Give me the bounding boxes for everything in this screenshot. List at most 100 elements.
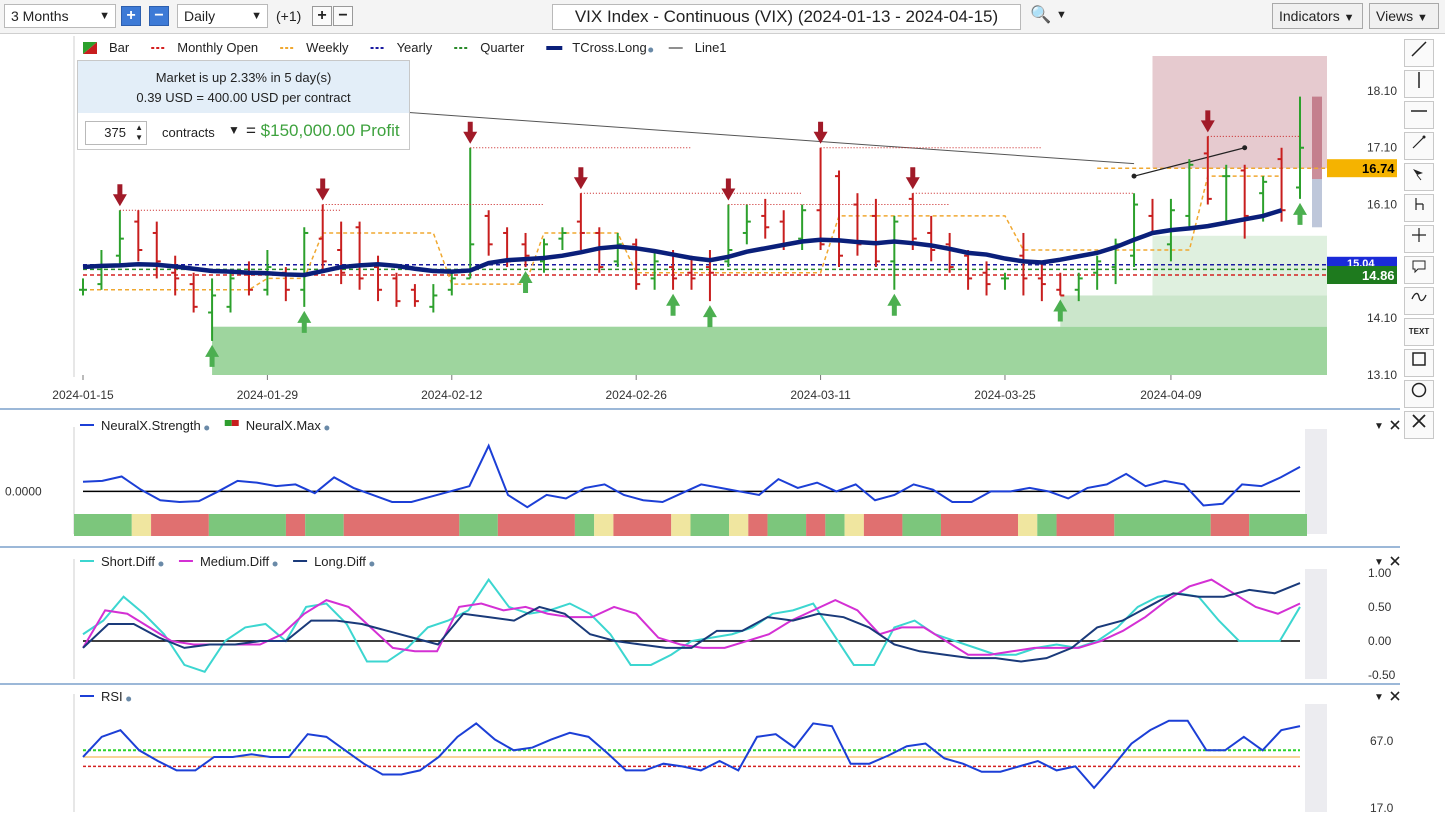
indicators-button[interactable]: Indicators ▼ (1272, 3, 1363, 29)
settings-dot-icon (126, 696, 132, 702)
price-axis-label: 14.10 (1367, 311, 1397, 325)
neural-max-segment (729, 514, 749, 536)
buy-signal-arrow (518, 271, 533, 294)
buy-signal-arrow (1053, 299, 1068, 322)
neural-max-segment (1018, 514, 1038, 536)
date-label: 2024-04-09 (1140, 388, 1202, 402)
neural-max-segment (1114, 514, 1211, 536)
close-pane-icon (1390, 556, 1400, 566)
zoom-in-button[interactable]: + (121, 6, 141, 26)
neural-max-segment (1249, 514, 1307, 536)
symbol-title[interactable]: VIX Index - Continuous (VIX) (2024-01-13… (552, 4, 1021, 30)
chevron-down-icon: ▼ (99, 10, 110, 22)
offset-minus-button[interactable]: − (333, 6, 353, 26)
neural-max-segment (1056, 514, 1115, 536)
legend-label: Line1 (695, 40, 727, 55)
offset-label: (+1) (276, 8, 302, 24)
neural-max-segment (863, 514, 903, 536)
neural-max-segment (285, 514, 306, 536)
vertical-line-icon[interactable] (1404, 70, 1434, 98)
legend-swatch (231, 420, 239, 426)
interval-select[interactable]: Daily ▼ (177, 4, 268, 28)
last-price-text: 16.74 (1362, 161, 1395, 176)
diagonal-line-icon[interactable] (1404, 39, 1434, 67)
circle-icon[interactable] (1404, 380, 1434, 408)
legend-label: Weekly (306, 40, 349, 55)
legend-label: Medium.Diff (200, 554, 270, 569)
period-select[interactable]: 3 Months ▼ (4, 4, 116, 28)
volatility-bar (1312, 178, 1322, 228)
offset-plus-button[interactable]: + (312, 6, 332, 26)
trend-line-anchor (1131, 173, 1137, 179)
views-label: Views (1376, 8, 1414, 24)
chevron-down-icon[interactable]: ▼ (1056, 9, 1067, 21)
pane-scroll-strip (1305, 704, 1327, 812)
price-axis-label: 13.10 (1367, 368, 1397, 382)
collapse-icon: ▼ (1374, 421, 1384, 432)
diff-line (82, 577, 1301, 673)
fork-icon[interactable] (1404, 194, 1434, 222)
stepper-arrows-icon[interactable]: ▲ ▼ (135, 123, 143, 142)
sell-signal-arrow (813, 121, 828, 144)
neural-max-segment (806, 514, 826, 536)
horizontal-line-icon[interactable] (1404, 101, 1434, 129)
neural-max-segment (748, 514, 768, 536)
neural-max-segment (343, 514, 460, 536)
settings-dot-icon (369, 561, 375, 567)
diff-line (82, 582, 1301, 663)
views-button[interactable]: Views ▼ (1369, 3, 1439, 29)
price-badge (1327, 256, 1397, 269)
settings-dot-icon (158, 561, 164, 567)
date-label: 2024-03-11 (790, 388, 851, 402)
weekly-line (83, 175, 1282, 291)
tcross-long-line (82, 208, 1283, 278)
crosshair-icon[interactable] (1404, 225, 1434, 253)
buy-signal-arrow (297, 310, 312, 333)
chevron-down-icon[interactable]: ▼ (228, 123, 240, 137)
legend-label: Yearly (397, 40, 433, 55)
chart-area[interactable]: 13.1014.1016.1017.1018.1015.0416.7414.86… (0, 34, 1400, 818)
legend-label: Bar (109, 40, 130, 55)
diff-axis-label: 0.00 (1368, 634, 1392, 648)
date-label: 2024-01-29 (237, 388, 299, 402)
profit-calculator: Market is up 2.33% in 5 day(s) 0.39 USD … (77, 60, 410, 150)
neural-max-segment (131, 514, 152, 536)
contracts-value: 375 (104, 125, 126, 140)
search-icon[interactable]: 🔍 (1030, 5, 1052, 24)
neural-max-segment (940, 514, 1019, 536)
neural-max-segment (613, 514, 672, 536)
rsi-axis-label: 17.0 (1370, 801, 1394, 815)
text-tool[interactable]: TEXT (1404, 318, 1434, 346)
sell-signal-arrow (573, 167, 588, 190)
trend-line-anchor (1242, 145, 1248, 151)
sell-signal-arrow (463, 121, 478, 144)
zoom-out-button[interactable]: − (149, 6, 169, 26)
date-label: 2024-02-26 (605, 388, 667, 402)
collapse-icon: ▼ (1374, 692, 1384, 703)
close-pane-icon (1390, 420, 1400, 430)
pencil-icon[interactable] (1404, 132, 1434, 160)
close-icon[interactable] (1404, 411, 1434, 439)
buy-signal-arrow (887, 293, 902, 316)
legend-label: NeuralX.Strength (101, 418, 201, 433)
neural-max-segment (305, 514, 344, 536)
comment-icon[interactable] (1404, 256, 1434, 284)
tcross-badge (1327, 266, 1397, 285)
sell-signal-arrow (905, 167, 920, 190)
sell-signal-arrow (721, 178, 736, 201)
price-axis-label: 18.10 (1367, 84, 1397, 98)
neural-max-segment (74, 514, 132, 536)
diff-axis-label: 0.50 (1368, 600, 1392, 614)
wave-icon[interactable] (1404, 287, 1434, 315)
rectangle-icon[interactable] (1404, 349, 1434, 377)
neural-max-segment (151, 514, 209, 536)
contracts-stepper[interactable]: 375 ▲ ▼ (85, 121, 147, 145)
legend-label: NeuralX.Max (246, 418, 322, 433)
marker-icon[interactable] (1404, 163, 1434, 191)
sell-signal-arrow (1200, 110, 1215, 133)
price-axis-label: 17.10 (1367, 141, 1397, 155)
diff-axis-label: -0.50 (1368, 668, 1396, 682)
buy-signal-arrow (205, 344, 220, 367)
close-pane-icon (1390, 691, 1400, 701)
neural-strength-line (82, 443, 1301, 509)
